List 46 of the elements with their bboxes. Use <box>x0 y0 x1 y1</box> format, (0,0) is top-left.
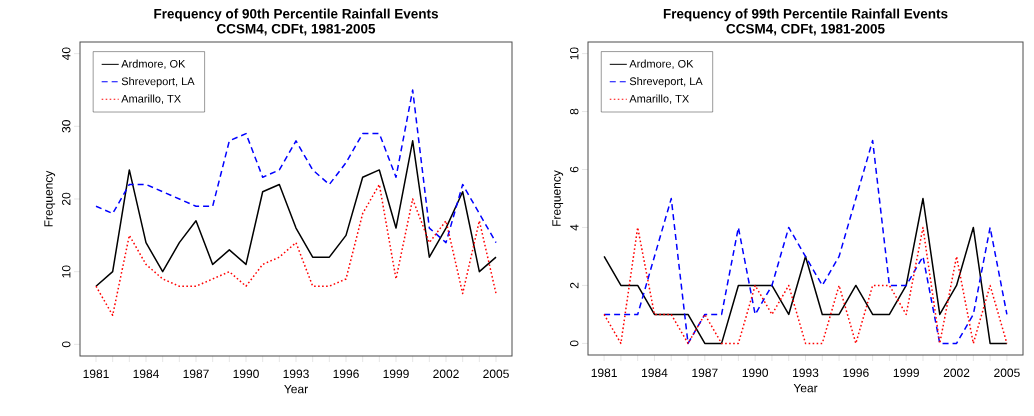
y-axis-title: Frequency <box>44 170 56 227</box>
line-series <box>95 183 497 317</box>
legend-label: Ardmore, OK <box>121 59 186 69</box>
chart-title: Frequency of 90th Percentile Rainfall Events <box>154 8 438 22</box>
line-series <box>95 140 497 287</box>
y-tick-label: 10 <box>569 47 579 60</box>
y-tick-label: 0 <box>569 340 579 347</box>
y-tick-label: 40 <box>61 47 71 61</box>
legend-label: Amarillo, TX <box>629 94 689 104</box>
x-tick-label: 1999 <box>383 369 409 379</box>
x-tick-label: 1984 <box>133 369 159 379</box>
x-tick-label: 2002 <box>943 368 970 378</box>
x-tick-label: 1999 <box>893 368 919 378</box>
x-tick-label: 1990 <box>233 369 259 379</box>
y-tick-label: 8 <box>569 108 579 115</box>
x-tick-label: 2005 <box>994 368 1020 378</box>
y-tick-label: 10 <box>61 265 71 278</box>
line-series <box>603 226 1008 345</box>
x-tick-label: 1993 <box>793 368 819 378</box>
x-tick-label: 1996 <box>843 368 869 378</box>
y-axis-title: Frequency <box>552 170 564 226</box>
legend-label: Ardmore, OK <box>629 59 694 69</box>
x-tick-label: 1984 <box>642 368 668 378</box>
x-tick-label: 1990 <box>742 368 769 378</box>
y-tick-label: 6 <box>569 166 579 173</box>
x-tick-label: 1987 <box>692 368 718 378</box>
legend-label: Amarillo, TX <box>121 94 181 104</box>
x-tick-label: 1987 <box>183 369 209 379</box>
x-axis-title: Year <box>793 383 818 393</box>
y-tick-label: 20 <box>61 192 71 206</box>
chart-title: Frequency of 99th Percentile Rainfall Events <box>663 8 948 22</box>
legend-label: Shreveport, LA <box>121 77 195 88</box>
y-tick-label: 30 <box>61 120 71 133</box>
x-tick-label: 1993 <box>283 369 309 379</box>
legend-label: Shreveport, LA <box>629 77 703 88</box>
x-axis-title: Year <box>284 384 308 394</box>
y-tick-label: 2 <box>570 282 579 289</box>
x-tick-label: 2002 <box>433 369 459 379</box>
chart-subtitle: CCSM4, CDFt, 1981-2005 <box>726 23 885 36</box>
x-tick-label: 1981 <box>83 369 109 379</box>
x-tick-label: 1996 <box>333 369 359 379</box>
x-tick-label: 2005 <box>483 369 509 379</box>
y-tick-label: 4 <box>570 224 579 231</box>
chart-subtitle: CCSM4, CDFt, 1981-2005 <box>217 23 376 36</box>
x-tick-label: 1981 <box>591 368 617 378</box>
y-tick-label: 0 <box>61 341 71 348</box>
